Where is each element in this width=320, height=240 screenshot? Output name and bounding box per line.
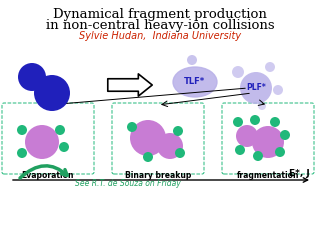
Circle shape (232, 66, 244, 78)
Circle shape (258, 102, 266, 110)
Circle shape (252, 126, 284, 158)
Circle shape (270, 117, 280, 127)
Circle shape (127, 122, 137, 132)
Circle shape (18, 63, 46, 91)
Circle shape (143, 152, 153, 162)
Circle shape (25, 125, 59, 159)
Circle shape (275, 147, 285, 157)
Circle shape (240, 72, 272, 104)
Circle shape (265, 62, 275, 72)
Circle shape (187, 55, 197, 65)
Text: Binary breakup: Binary breakup (125, 171, 191, 180)
Circle shape (17, 148, 27, 158)
Circle shape (253, 151, 263, 161)
Ellipse shape (173, 67, 217, 97)
FancyArrowPatch shape (108, 74, 152, 96)
Circle shape (250, 115, 260, 125)
Circle shape (173, 126, 183, 136)
Circle shape (236, 125, 258, 147)
Circle shape (273, 85, 283, 95)
Circle shape (130, 120, 166, 156)
Circle shape (280, 130, 290, 140)
FancyBboxPatch shape (112, 103, 204, 174)
Text: Evaporation: Evaporation (22, 171, 74, 180)
FancyBboxPatch shape (2, 103, 94, 174)
Circle shape (17, 125, 27, 135)
Circle shape (235, 145, 245, 155)
Text: TLF*: TLF* (183, 78, 204, 86)
Text: E*, J: E*, J (289, 169, 310, 178)
Circle shape (55, 125, 65, 135)
Text: in non-central heavy-ion collisions: in non-central heavy-ion collisions (46, 19, 274, 32)
Text: PLF*: PLF* (246, 84, 266, 92)
Text: Sylvie Hudan,  Indiana University: Sylvie Hudan, Indiana University (79, 31, 241, 41)
Circle shape (34, 75, 70, 111)
Text: fragmentation: fragmentation (237, 171, 299, 180)
Text: See R.T. de Souza on Friday: See R.T. de Souza on Friday (75, 179, 181, 187)
Text: Dynamical fragment production: Dynamical fragment production (53, 8, 267, 21)
Circle shape (157, 133, 183, 159)
Circle shape (233, 117, 243, 127)
FancyBboxPatch shape (222, 103, 314, 174)
Circle shape (175, 148, 185, 158)
Circle shape (59, 142, 69, 152)
